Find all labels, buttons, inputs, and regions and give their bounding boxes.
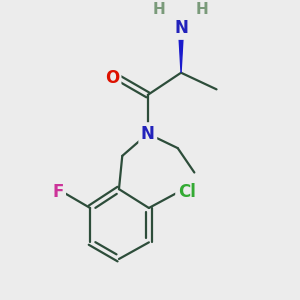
- Text: N: N: [141, 125, 155, 143]
- Text: Cl: Cl: [178, 184, 196, 202]
- Text: F: F: [52, 184, 64, 202]
- Text: O: O: [105, 69, 119, 87]
- Polygon shape: [178, 28, 184, 73]
- Text: N: N: [174, 20, 188, 38]
- Text: H: H: [196, 2, 208, 17]
- Text: H: H: [152, 2, 165, 17]
